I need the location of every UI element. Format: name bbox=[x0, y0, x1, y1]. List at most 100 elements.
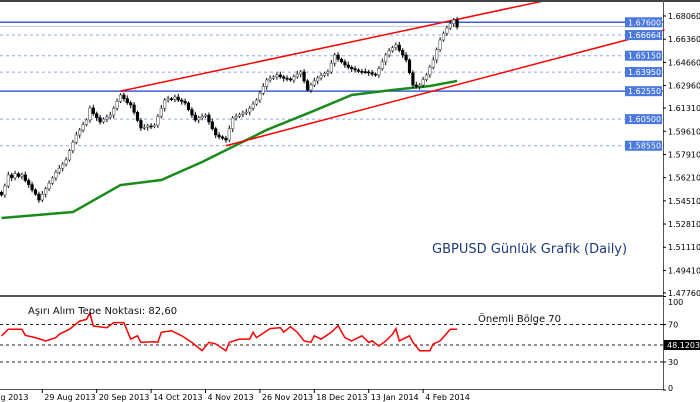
candle bbox=[118, 93, 123, 104]
candle-body bbox=[163, 99, 167, 109]
candle bbox=[112, 106, 116, 119]
candle-body bbox=[441, 32, 446, 41]
price-tick-label: 1.59610 bbox=[668, 127, 700, 136]
candle bbox=[404, 52, 408, 63]
candle bbox=[329, 59, 333, 74]
candle-body bbox=[224, 137, 228, 141]
candle-body bbox=[71, 142, 75, 151]
candle-body bbox=[78, 129, 82, 136]
candle bbox=[115, 98, 119, 111]
candle bbox=[299, 69, 303, 78]
candle bbox=[316, 75, 320, 85]
candle bbox=[435, 47, 439, 64]
candle bbox=[278, 71, 282, 79]
rsi-tick-label: 70 bbox=[668, 321, 678, 330]
candle-body bbox=[356, 69, 361, 72]
candle-body bbox=[115, 101, 119, 109]
candle-body bbox=[23, 174, 27, 181]
candle bbox=[380, 58, 384, 71]
candle bbox=[142, 124, 146, 131]
time-tick-label: 26 Nov 2013 bbox=[262, 393, 313, 402]
candle bbox=[122, 92, 126, 102]
candle-body bbox=[309, 84, 313, 91]
candle bbox=[139, 118, 143, 131]
candle bbox=[203, 113, 208, 119]
candle bbox=[248, 106, 252, 116]
candle bbox=[445, 25, 449, 37]
candle bbox=[285, 75, 289, 82]
candle-body bbox=[244, 111, 248, 114]
candle bbox=[251, 101, 255, 111]
candle-body bbox=[343, 61, 347, 66]
candle-body bbox=[152, 124, 157, 127]
candle bbox=[101, 117, 106, 124]
candle-body bbox=[105, 116, 109, 120]
candle-body bbox=[88, 107, 92, 121]
level-price-tag bbox=[625, 114, 662, 125]
candle bbox=[441, 31, 446, 42]
candle-body bbox=[438, 39, 442, 50]
candle bbox=[326, 69, 330, 77]
candle bbox=[421, 76, 425, 88]
rsi-current-tag-label: 48.12030 bbox=[667, 341, 700, 350]
trendline bbox=[225, 29, 665, 147]
candle bbox=[98, 114, 102, 125]
candle-body bbox=[367, 71, 371, 74]
candle bbox=[129, 100, 133, 109]
time-tick-label: 29 Aug 2013 bbox=[44, 393, 95, 402]
candle bbox=[305, 79, 310, 92]
candle-body bbox=[326, 71, 330, 74]
candle-body bbox=[268, 77, 272, 81]
level-price-tag bbox=[625, 67, 662, 78]
candle-body bbox=[285, 77, 289, 80]
candle-body bbox=[428, 66, 432, 76]
candle bbox=[322, 71, 327, 78]
candle bbox=[360, 68, 364, 75]
candle-body bbox=[98, 117, 102, 123]
candle-body bbox=[190, 109, 194, 116]
candle-body bbox=[132, 104, 136, 113]
candle-body bbox=[112, 107, 116, 116]
level-price-tag bbox=[625, 30, 662, 41]
candle-body bbox=[248, 107, 252, 113]
candle-body bbox=[241, 112, 245, 115]
candle-body bbox=[350, 66, 354, 69]
candle bbox=[271, 75, 276, 80]
time-tick-label: 18 Dec 2013 bbox=[316, 393, 367, 402]
candle bbox=[166, 95, 170, 103]
candle bbox=[27, 178, 31, 188]
candle-body bbox=[397, 44, 401, 51]
candle bbox=[10, 172, 14, 182]
candle bbox=[394, 42, 398, 51]
candle-body bbox=[448, 23, 452, 29]
candle bbox=[88, 105, 92, 123]
candle-body bbox=[129, 102, 133, 106]
candle bbox=[397, 41, 401, 53]
candle-body bbox=[411, 72, 415, 86]
candle-body bbox=[329, 62, 333, 73]
candle-body bbox=[33, 189, 38, 195]
candle bbox=[353, 65, 357, 73]
candle bbox=[261, 83, 265, 96]
candle-body bbox=[333, 54, 337, 64]
candle-body bbox=[418, 84, 422, 87]
price-tick-label: 1.51110 bbox=[668, 243, 700, 252]
candle bbox=[84, 118, 89, 127]
candle bbox=[67, 148, 72, 162]
candle bbox=[149, 123, 153, 130]
candle bbox=[431, 56, 435, 70]
candle-body bbox=[295, 73, 299, 78]
candle bbox=[367, 69, 371, 77]
candle-body bbox=[118, 94, 123, 102]
candle-body bbox=[407, 59, 412, 74]
candle-body bbox=[414, 84, 418, 87]
candle bbox=[30, 181, 34, 193]
candle bbox=[350, 65, 354, 72]
candle-body bbox=[394, 44, 398, 48]
candle bbox=[241, 110, 245, 118]
candle-body bbox=[288, 78, 293, 81]
candle-body bbox=[6, 174, 10, 187]
candle bbox=[200, 113, 204, 121]
